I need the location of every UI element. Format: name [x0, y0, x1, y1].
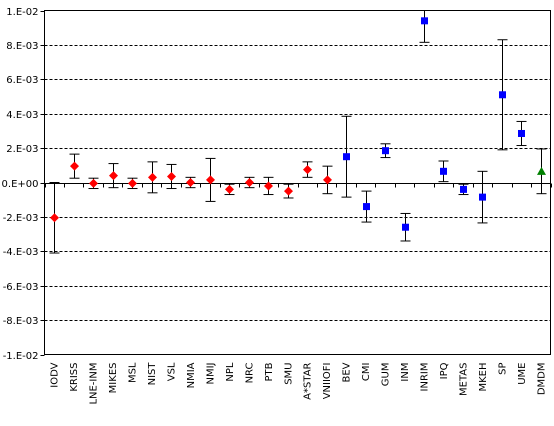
x-tick-label: NIST: [147, 362, 158, 386]
diamond-marker: [167, 171, 176, 181]
diamond-marker: [303, 165, 312, 175]
data-point: [438, 160, 449, 183]
x-tick-label: NMIJ: [205, 363, 216, 385]
data-point: [497, 39, 508, 151]
y-tick-label: -2.E-03: [3, 213, 39, 224]
grid-lines: [44, 45, 551, 321]
square-marker: [499, 91, 506, 99]
data-point: [69, 153, 80, 179]
data-point: [458, 183, 469, 196]
square-marker: [343, 153, 350, 161]
x-tick-label: METAS: [458, 363, 469, 396]
data-point: [185, 176, 196, 189]
diamond-marker: [284, 186, 293, 196]
y-tick-label: 1.E-02: [6, 7, 38, 18]
y-tick-label: 6.E-03: [6, 75, 38, 86]
data-point: [88, 177, 99, 190]
x-tick-label: SP: [497, 363, 508, 375]
x-tick-label: IPQ: [439, 362, 450, 379]
square-marker: [479, 193, 486, 201]
square-marker: [363, 203, 370, 211]
diamond-marker: [70, 161, 79, 171]
data-point: [400, 212, 411, 242]
x-tick-label: NMIA: [186, 362, 197, 388]
square-marker: [402, 223, 409, 231]
data-point: [49, 182, 60, 254]
plot-frame: [44, 10, 551, 355]
x-tick-label: INM: [400, 363, 411, 382]
y-tick-label: -8.E-03: [3, 316, 39, 327]
x-tick-label: MIKES: [108, 363, 119, 394]
diamond-marker: [245, 178, 254, 187]
y-tick-label: 2.E-03: [6, 144, 38, 155]
data-point: [166, 163, 177, 190]
y-tick-label: -6.E-03: [3, 282, 39, 293]
data-point: [516, 120, 527, 147]
x-tick-label: NPL: [225, 362, 236, 382]
data-point: [283, 183, 294, 199]
x-tick-label: NRC: [244, 362, 255, 383]
data-point: [302, 161, 313, 178]
data-point: [127, 177, 138, 190]
x-tick-label: CMI: [361, 363, 372, 382]
x-tick-label: BEV: [342, 362, 353, 382]
square-marker: [440, 167, 447, 175]
x-tick-label: A*STAR: [303, 362, 314, 399]
y-tick-label: 4.E-03: [6, 110, 38, 121]
square-marker: [518, 129, 525, 137]
data-point: [380, 143, 391, 159]
triangle-marker: [537, 166, 546, 175]
data-point: [108, 163, 119, 189]
x-tick-label: MSL: [128, 362, 139, 383]
x-tick-label: VSL: [167, 362, 178, 381]
diamond-marker: [323, 175, 332, 185]
square-marker: [421, 17, 428, 25]
y-tick-label: 0.E+00: [2, 179, 39, 190]
data-point: [477, 170, 488, 224]
data-point: [419, 10, 430, 43]
diamond-marker: [186, 178, 195, 187]
square-marker: [460, 185, 467, 193]
x-tick-label: LNE-INM: [89, 363, 100, 405]
data-point: [244, 176, 255, 189]
data-series: [49, 10, 547, 254]
x-tick-label: IODV: [50, 362, 61, 387]
diamond-marker: [89, 178, 98, 188]
diamond-marker: [264, 181, 273, 191]
y-axis-ticks: 1.E-02 8.E-03 6.E-03 4.E-03 2.E-03 0.E+00 -2.E…: [2, 7, 45, 362]
x-tick-label: SMU: [283, 363, 294, 385]
data-point: [205, 157, 216, 202]
data-point: [224, 183, 235, 196]
x-tick-label: MKEH: [478, 363, 489, 392]
diamond-marker: [148, 172, 157, 182]
x-tick-label: GUM: [381, 363, 392, 387]
y-tick-label: -1.E-02: [3, 351, 39, 362]
diamond-marker: [128, 178, 137, 188]
y-tick-label: 8.E-03: [6, 41, 38, 52]
data-point: [341, 115, 352, 198]
data-point: [263, 176, 274, 196]
x-tick-label: KRISS: [69, 363, 80, 392]
x-tick-label: PTB: [264, 362, 275, 381]
diamond-marker: [225, 184, 234, 194]
x-tick-label: INRIM: [420, 363, 431, 392]
x-axis-ticks: IODV KRISS LNE-INM MIKES MSL NIST VSL NMIA NMIJ N…: [50, 362, 548, 405]
y-tick-label: -4.E-03: [3, 247, 39, 258]
x-tick-label: DMDM: [536, 363, 547, 396]
diamond-marker: [206, 175, 215, 185]
square-marker: [382, 147, 389, 155]
diamond-marker: [50, 213, 59, 223]
data-point: [322, 165, 333, 195]
x-tick-label: UME: [517, 363, 528, 385]
data-point: [536, 148, 547, 195]
data-point: [147, 161, 158, 194]
x-tick-label: VNIIOFI: [322, 363, 333, 400]
data-point: [361, 190, 372, 223]
diamond-marker: [109, 171, 118, 181]
